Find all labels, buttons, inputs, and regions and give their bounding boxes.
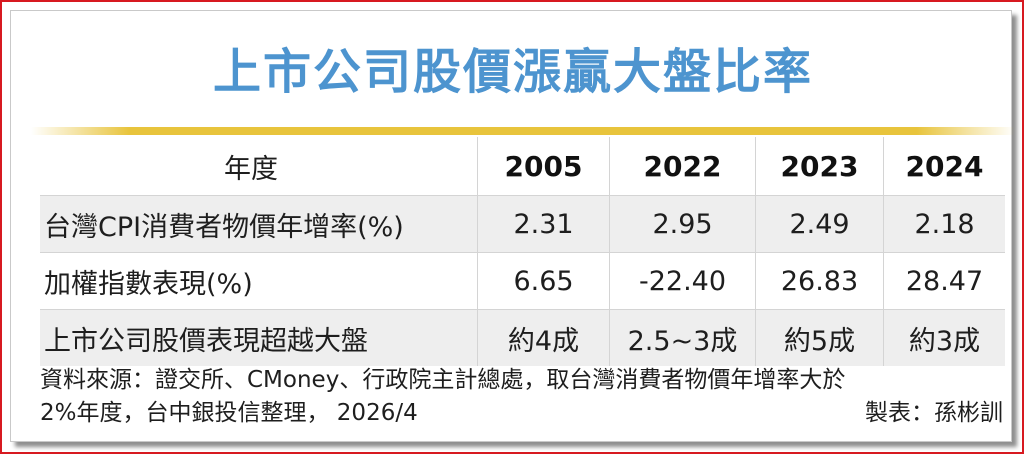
cell-outperform-2005: 約4成	[477, 310, 609, 366]
header-year-2005: 2005	[477, 137, 609, 195]
infographic-card: 上市公司股價漲贏大盤比率 年度 2005 2022 2023 2024 台灣CP…	[10, 10, 1015, 442]
table-row-index: 加權指數表現(%) 6.65 -22.40 26.83 28.47	[40, 253, 1005, 310]
cell-cpi-2005: 2.31	[477, 196, 609, 252]
cell-index-2005: 6.65	[477, 253, 609, 309]
source-note-line1: 資料來源：證交所、CMoney、行政院主計總處，取台灣消費者物價年增率大於	[40, 367, 846, 393]
cell-outperform-2022: 2.5~3成	[609, 310, 755, 366]
source-footer: 資料來源：證交所、CMoney、行政院主計總處，取台灣消費者物價年增率大於 2%…	[40, 364, 1003, 430]
row-label-cpi: 台灣CPI消費者物價年增率(%)	[44, 211, 404, 243]
cell-index-2023: 26.83	[755, 253, 883, 309]
header-corner-label: 年度	[224, 153, 278, 185]
cell-cpi-2023: 2.49	[755, 196, 883, 252]
cell-cpi-2024: 2.18	[883, 196, 1005, 252]
header-year-2022: 2022	[609, 137, 755, 195]
header-year-2023: 2023	[755, 137, 883, 195]
source-note-line2: 2%年度，台中銀投信整理， 2026/4	[40, 400, 418, 426]
cell-index-2024: 28.47	[883, 253, 1005, 309]
row-label-outperform: 上市公司股價表現超越大盤	[44, 325, 368, 357]
cell-cpi-2022: 2.95	[609, 196, 755, 252]
title-divider-band	[31, 127, 1015, 135]
header-year-2024: 2024	[883, 137, 1005, 195]
cell-index-2022: -22.40	[609, 253, 755, 309]
table-row-outperform: 上市公司股價表現超越大盤 約4成 2.5~3成 約5成 約3成	[40, 310, 1005, 366]
table-row-cpi: 台灣CPI消費者物價年增率(%) 2.31 2.95 2.49 2.18	[40, 196, 1005, 253]
data-table: 年度 2005 2022 2023 2024 台灣CPI消費者物價年增率(%) …	[40, 137, 1005, 366]
cell-outperform-2023: 約5成	[755, 310, 883, 366]
table-header-row: 年度 2005 2022 2023 2024	[40, 137, 1005, 196]
row-label-index: 加權指數表現(%)	[44, 268, 253, 300]
source-note-line2-row: 2%年度，台中銀投信整理， 2026/4 製表：孫彬訓	[40, 397, 1003, 430]
cell-outperform-2024: 約3成	[883, 310, 1005, 366]
infographic-title: 上市公司股價漲贏大盤比率	[212, 44, 813, 100]
table-credit: 製表：孫彬訓	[865, 400, 1003, 426]
